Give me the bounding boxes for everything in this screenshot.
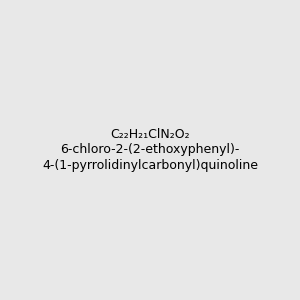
Text: C₂₂H₂₁ClN₂O₂
6-chloro-2-(2-ethoxyphenyl)-
4-(1-pyrrolidinylcarbonyl)quinoline: C₂₂H₂₁ClN₂O₂ 6-chloro-2-(2-ethoxyphenyl)… [42, 128, 258, 172]
